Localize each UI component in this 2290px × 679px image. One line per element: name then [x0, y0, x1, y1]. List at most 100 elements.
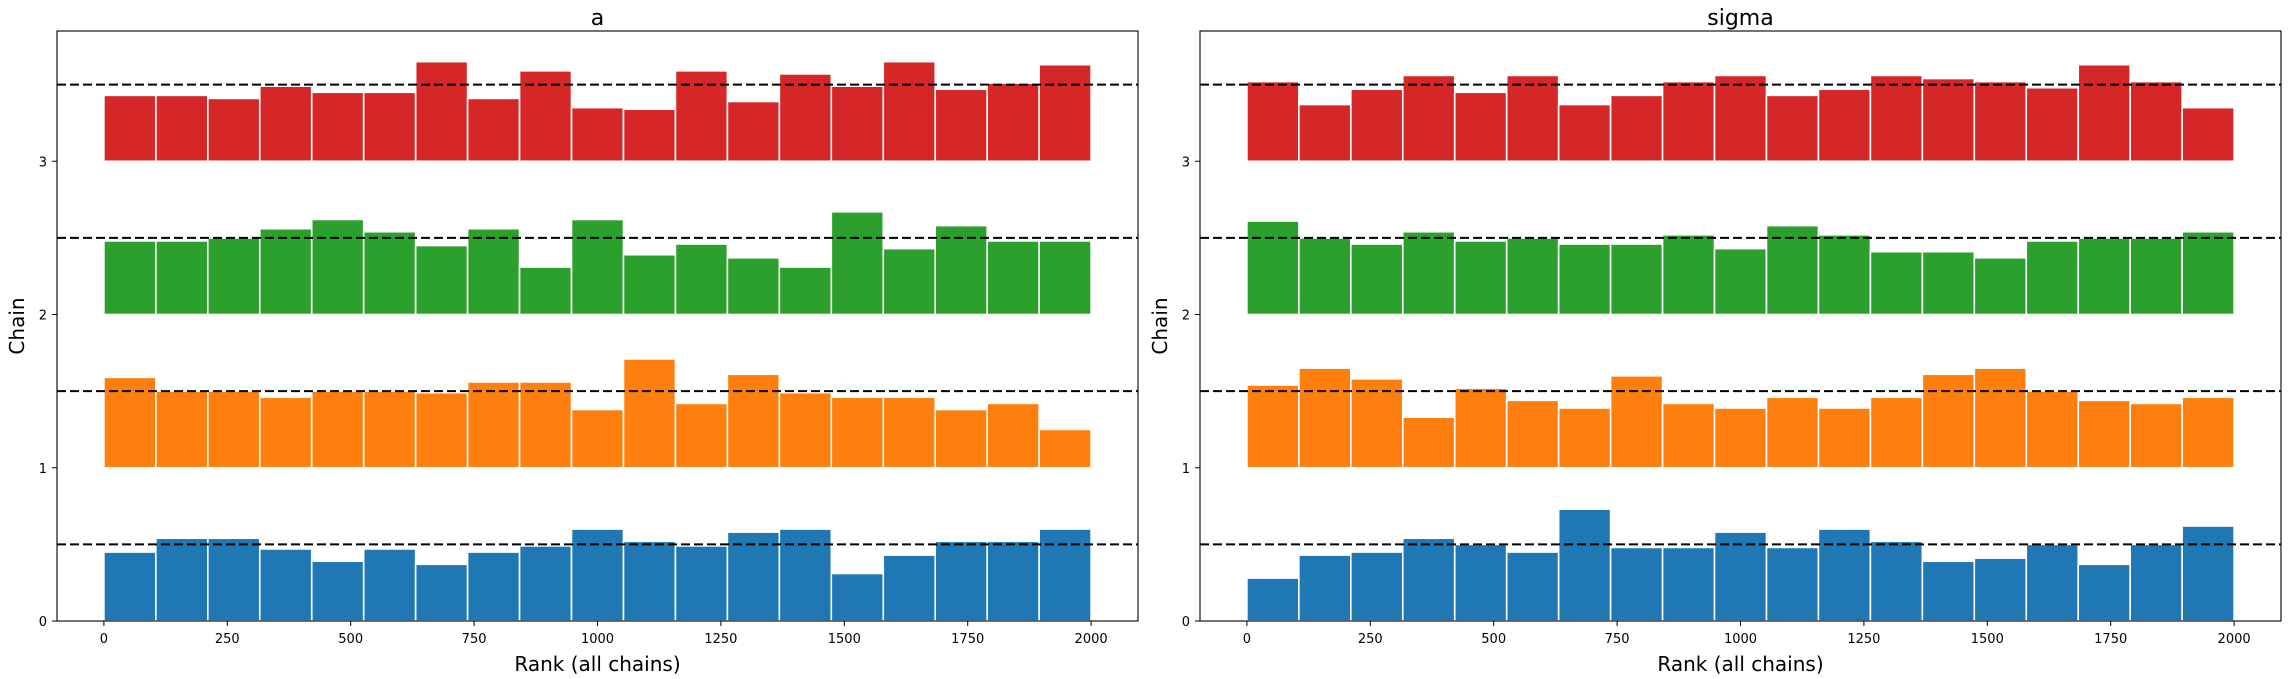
bar	[778, 528, 833, 622]
bar	[1038, 240, 1092, 316]
bar	[882, 396, 937, 469]
bar	[1557, 243, 1612, 316]
bar	[1557, 508, 1612, 622]
bar	[1350, 243, 1404, 316]
bar	[1973, 367, 2028, 469]
bar	[466, 551, 521, 622]
bar	[258, 396, 313, 469]
bar	[1505, 74, 1560, 163]
y-tick-label: 0	[1182, 615, 1190, 630]
bar	[362, 230, 417, 316]
bar	[1298, 237, 1352, 316]
bar	[1609, 94, 1664, 163]
y-tick-label: 2	[1182, 309, 1190, 324]
bar	[518, 381, 573, 469]
chart-panel-1: 0 250 500 750 1000 1250 1500 1750 2000 0 1 2 3 sigma R…	[1148, 6, 2282, 676]
bar	[466, 381, 521, 469]
bar	[1609, 375, 1664, 469]
bar	[1505, 399, 1560, 469]
bar	[570, 218, 625, 316]
series-chain-1	[1246, 367, 2235, 469]
bar	[882, 247, 937, 316]
bar	[726, 373, 781, 469]
bar	[1401, 416, 1456, 469]
bar	[155, 94, 209, 163]
x-axis-label: Rank (all chains)	[1657, 652, 1823, 676]
bar	[1401, 74, 1456, 163]
bar	[258, 548, 313, 622]
x-tick-label: 1750	[2094, 632, 2127, 647]
x-tick-label: 0	[1243, 632, 1251, 647]
x-axis-label: Rank (all chains)	[514, 652, 680, 676]
bar	[1713, 247, 1768, 316]
bar	[726, 531, 781, 622]
bar	[986, 540, 1040, 622]
bar	[1973, 257, 2028, 316]
bar	[2025, 390, 2080, 469]
x-tick-label: 1500	[1971, 632, 2004, 647]
bar	[2077, 63, 2131, 163]
bar	[934, 540, 988, 622]
bar	[1765, 396, 1820, 469]
bar	[1350, 551, 1404, 622]
series-chain-1	[103, 358, 1092, 469]
bar	[830, 85, 885, 163]
x-tick-label: 0	[100, 632, 108, 647]
bar	[1557, 103, 1612, 163]
series-chain-3	[1246, 63, 2235, 163]
bar	[1817, 234, 1872, 316]
x-tick-label: 250	[1358, 632, 1383, 647]
bar	[570, 528, 625, 622]
x-tick-label: 750	[1605, 632, 1630, 647]
bar	[1246, 220, 1300, 316]
bar	[2129, 402, 2183, 469]
bar	[466, 227, 521, 316]
bar	[310, 390, 365, 469]
bar	[1298, 367, 1352, 469]
bar	[2025, 86, 2080, 163]
bar	[1921, 373, 1976, 469]
bar	[2129, 80, 2183, 163]
bar	[830, 211, 885, 316]
bar	[466, 97, 521, 163]
bar	[1817, 407, 1872, 469]
chart-title: a	[591, 6, 604, 31]
bar	[1765, 94, 1820, 163]
bar	[1869, 396, 1924, 469]
bar	[103, 551, 157, 622]
x-tick-label: 500	[338, 632, 363, 647]
bar	[1298, 554, 1352, 622]
bar	[2181, 106, 2235, 163]
bar	[934, 408, 988, 469]
bar	[1505, 551, 1560, 622]
bar	[1038, 63, 1092, 163]
y-tick-label: 1	[1182, 462, 1190, 477]
bar	[830, 572, 885, 622]
bar	[258, 227, 313, 316]
y-tick-label: 0	[39, 615, 47, 630]
bar	[1817, 88, 1872, 163]
x-tick-label: 750	[462, 632, 487, 647]
bar	[1038, 528, 1092, 622]
bar	[1401, 537, 1456, 622]
bar	[830, 396, 885, 469]
bar	[1869, 250, 1924, 316]
bar	[2181, 230, 2235, 316]
bar	[2129, 237, 2183, 316]
bar	[1661, 546, 1716, 622]
bar	[414, 244, 469, 316]
bar	[1350, 378, 1404, 469]
bar	[726, 100, 781, 163]
bar	[207, 390, 261, 469]
bar	[882, 554, 937, 622]
bar	[986, 402, 1040, 469]
bar	[362, 91, 417, 163]
bar	[778, 73, 833, 163]
y-axis-label: Chain	[5, 297, 29, 354]
bar	[2025, 543, 2080, 622]
bar	[1973, 80, 2028, 163]
bar	[2025, 240, 2080, 316]
y-tick-label: 3	[1182, 155, 1190, 170]
bar	[934, 88, 988, 163]
bar	[1869, 74, 1924, 163]
